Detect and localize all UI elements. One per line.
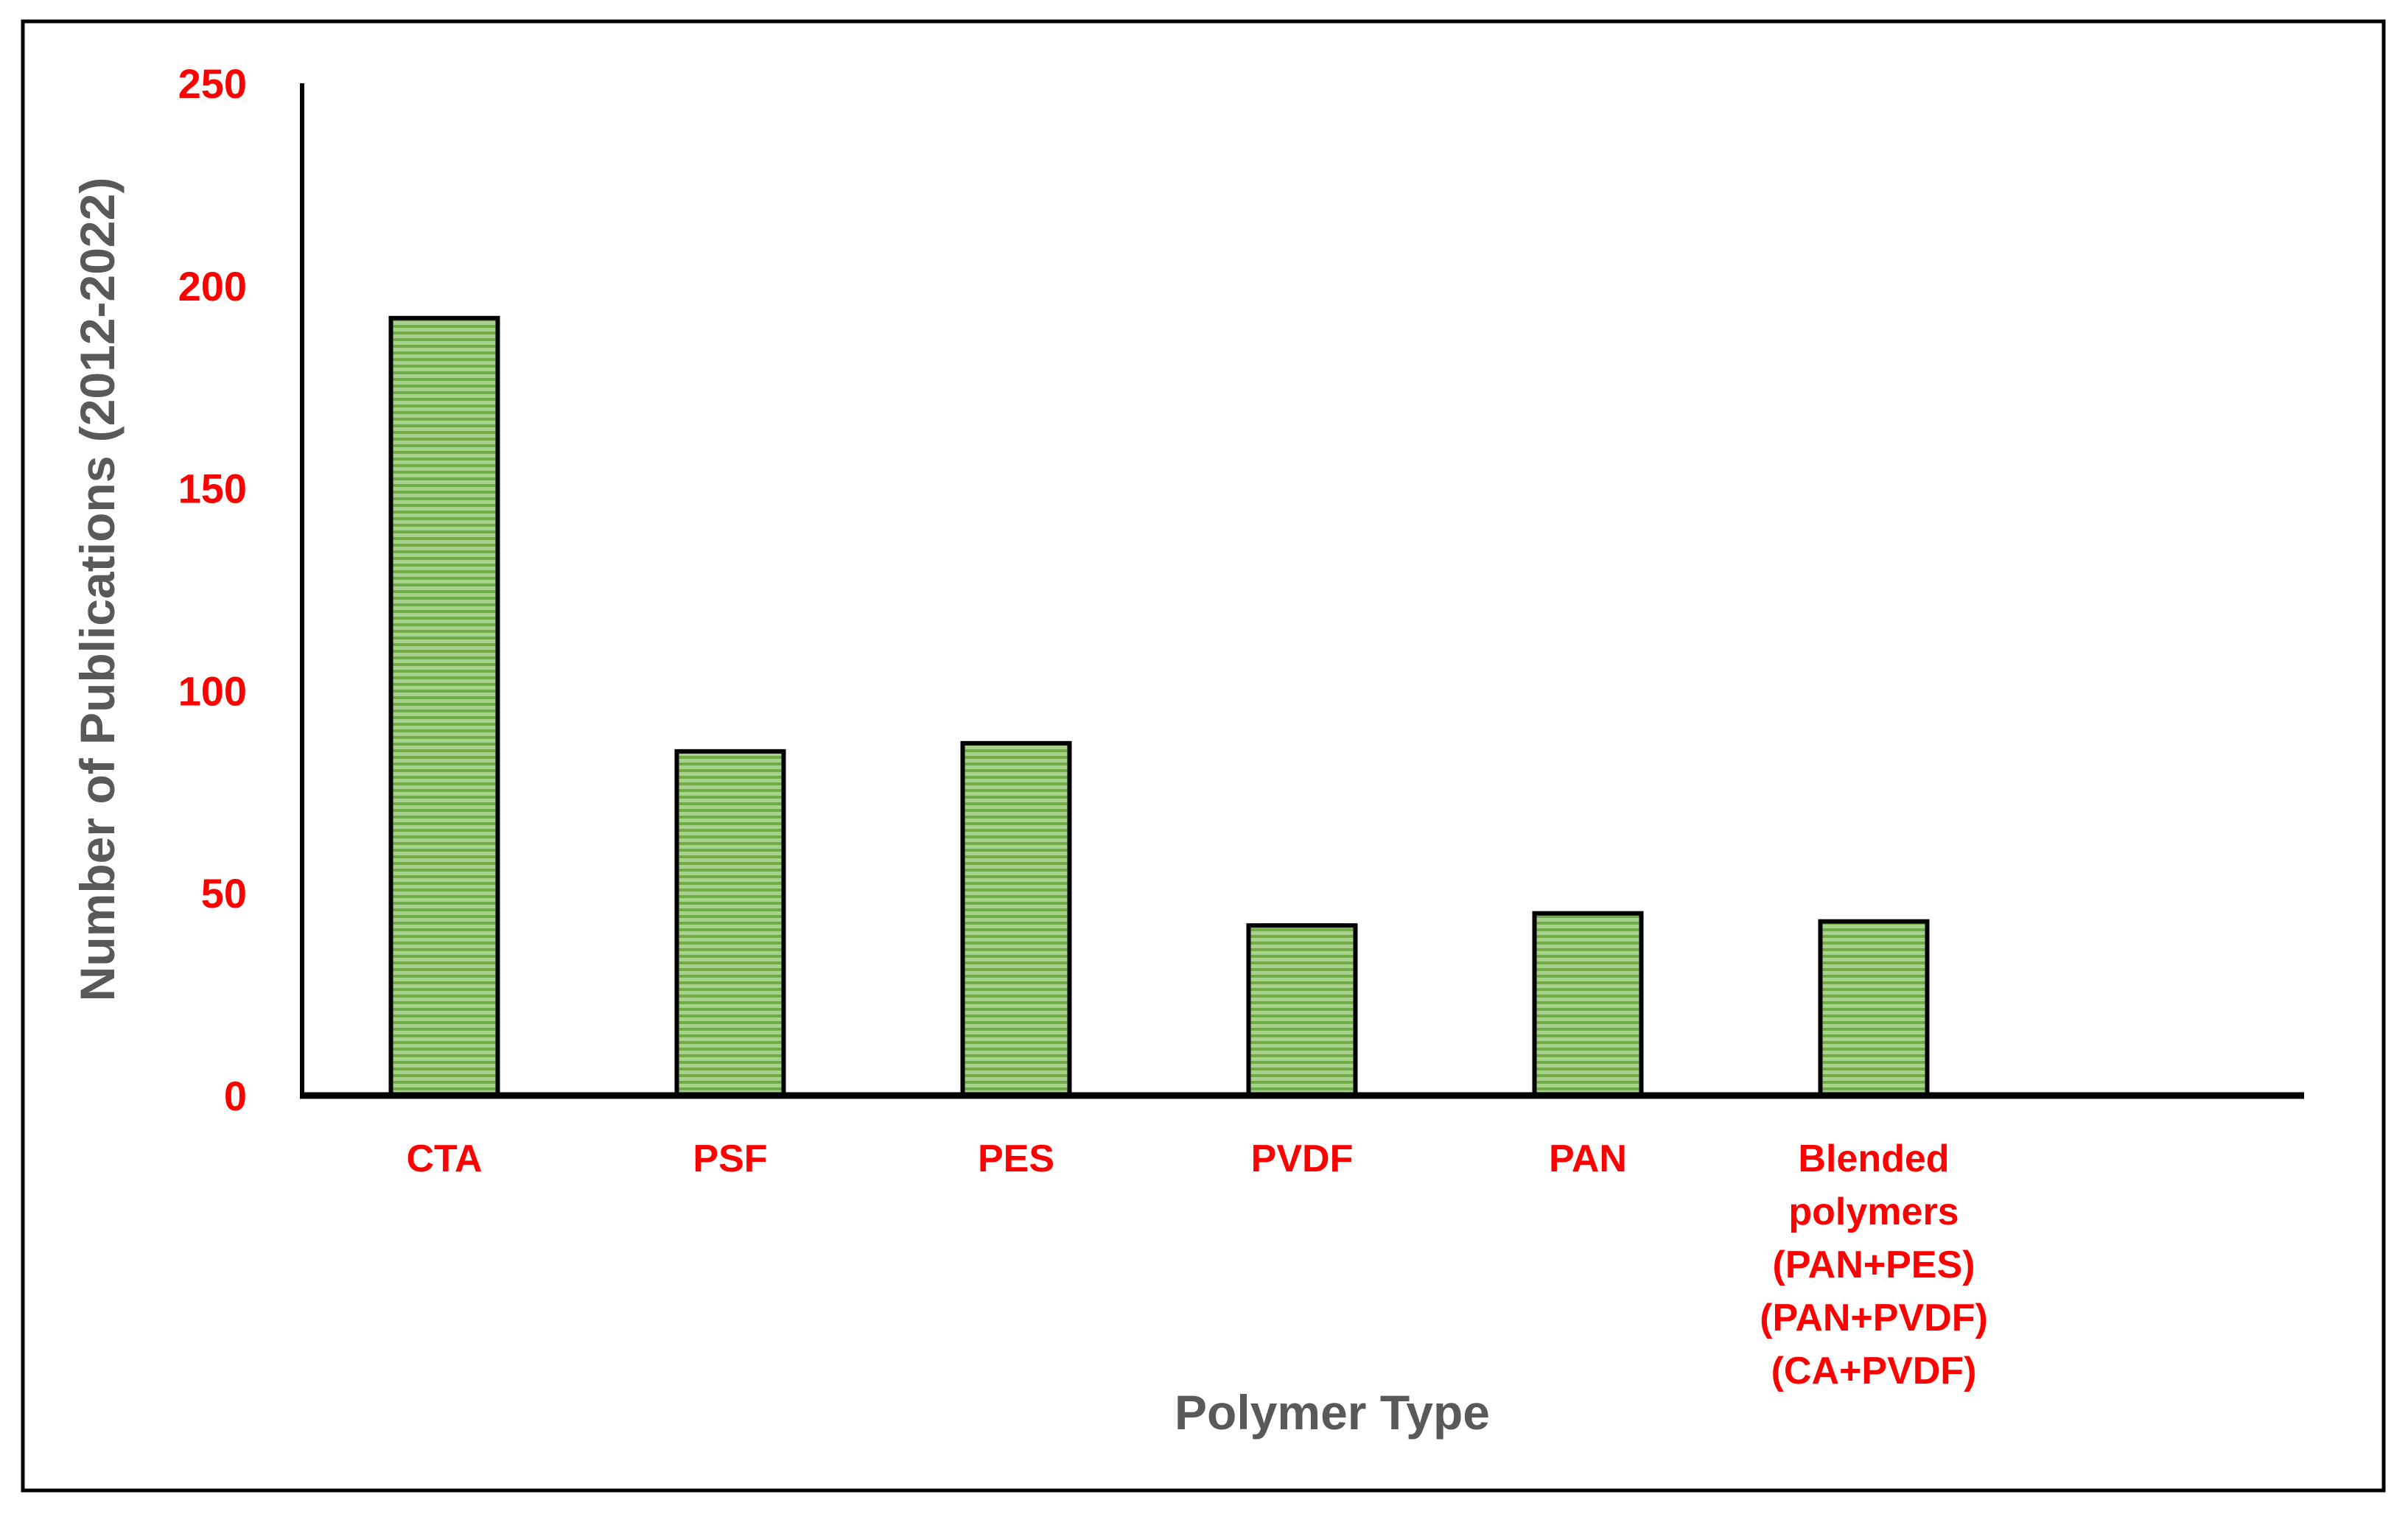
x-category-label: PAN [1549, 1138, 1627, 1180]
x-category-label: CTA [406, 1138, 482, 1180]
x-category-label-line: (PAN+PES) [1773, 1244, 1975, 1286]
x-category-label: PSF [693, 1138, 767, 1180]
y-tick-label: 200 [178, 263, 247, 309]
x-axis-title: Polymer Type [1175, 1385, 1490, 1440]
bar [674, 749, 786, 1098]
x-category-label-line: (PAN+PVDF) [1760, 1297, 1988, 1339]
x-category-label-line: Blended [1798, 1138, 1949, 1180]
y-tick-label: 50 [201, 870, 247, 917]
y-axis-tick-labels: 0 50 100 150 200 250 [178, 60, 247, 1119]
bar [388, 315, 500, 1098]
x-category-label-line: PAN [1549, 1138, 1627, 1180]
x-category-label-line: (CA+PVDF) [1771, 1350, 1977, 1392]
bar [1246, 923, 1358, 1098]
y-tick-label: 250 [178, 60, 247, 107]
x-category-label-line: polymers [1788, 1191, 1959, 1233]
x-axis-category-labels: CTA PSF PES PVDF PAN Blended polymers (PAN+PES)… [406, 1138, 1987, 1392]
y-tick-label: 150 [178, 466, 247, 512]
x-category-label-line: PES [978, 1138, 1054, 1180]
x-category-label-line: CTA [406, 1138, 482, 1180]
x-category-label: PVDF [1251, 1138, 1354, 1180]
bar [1532, 911, 1644, 1098]
x-category-label: Blended polymers (PAN+PES) (PAN+PVDF) (CA+PV… [1760, 1138, 1988, 1392]
y-tick-label: 100 [178, 667, 247, 714]
x-category-label-line: PVDF [1251, 1138, 1354, 1180]
x-category-label-line: PSF [693, 1138, 767, 1180]
bar [960, 740, 1072, 1098]
y-tick-label: 0 [224, 1073, 247, 1119]
chart-frame [21, 19, 2386, 1493]
bars [388, 315, 1930, 1098]
bar [1818, 919, 1930, 1098]
y-axis-title: Number of Publications (2012-2022) [70, 178, 125, 1002]
x-category-label: PES [978, 1138, 1054, 1180]
